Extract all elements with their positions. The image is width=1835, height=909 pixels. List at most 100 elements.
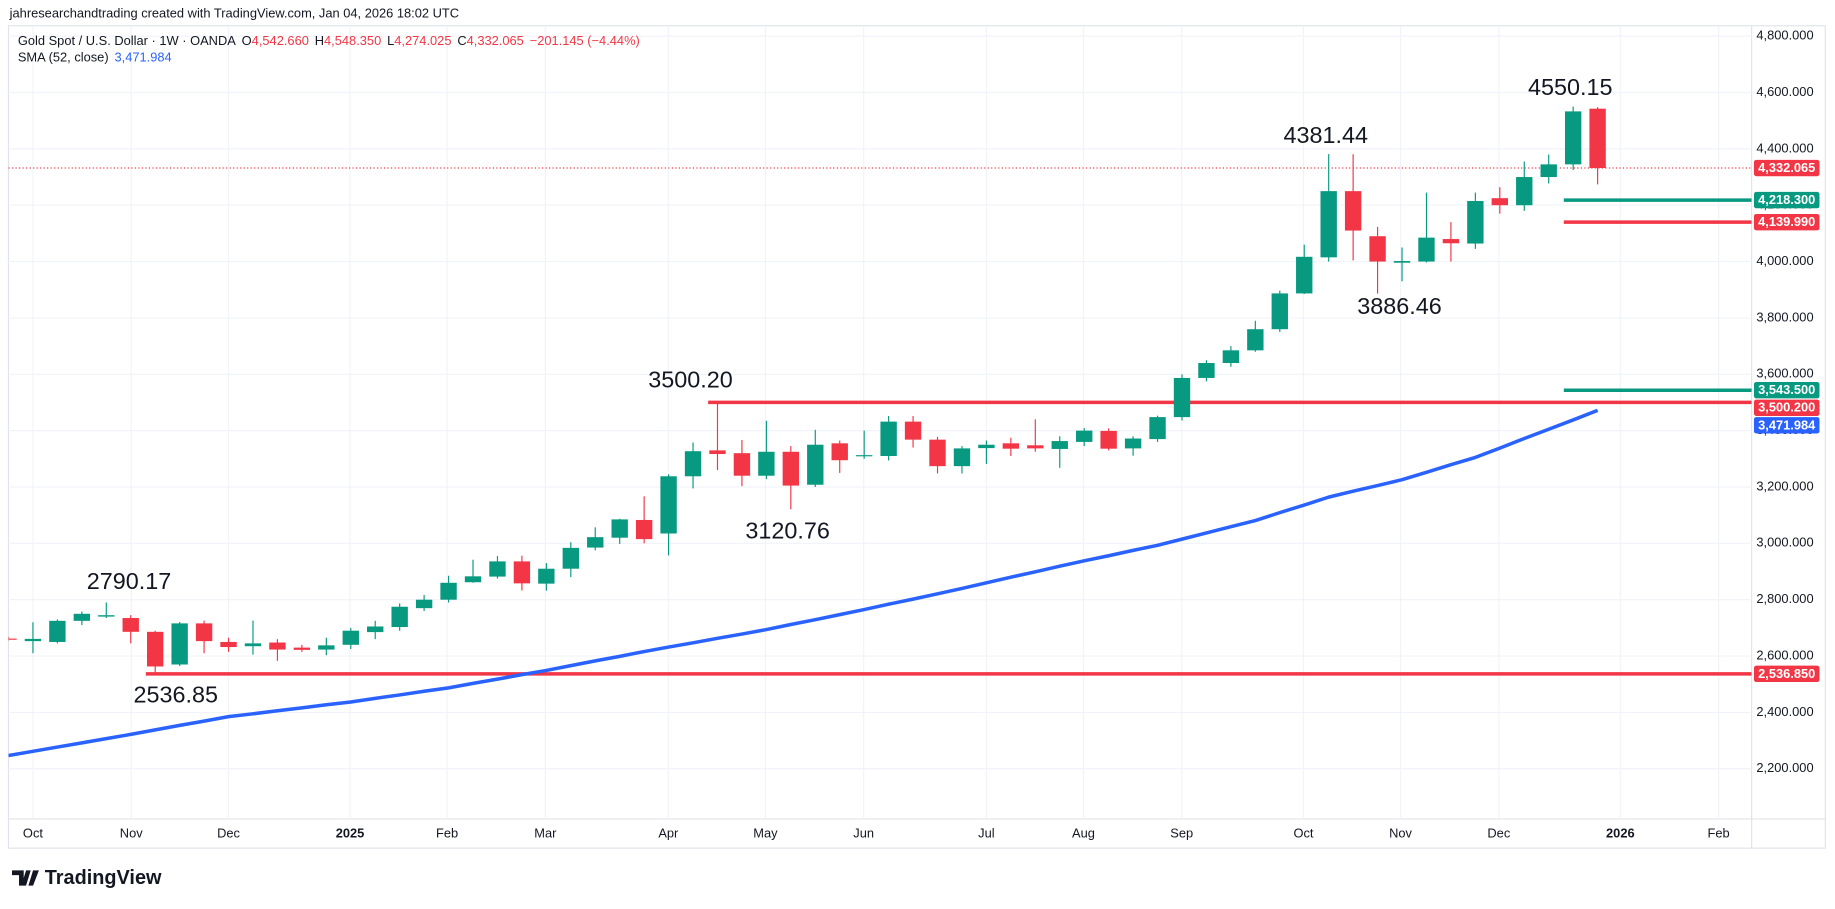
x-tick-label: Oct [1293, 826, 1313, 841]
brand: TradingView [45, 867, 162, 889]
x-tick-label: Oct [23, 826, 43, 841]
sma-line [8, 408, 1599, 758]
price-tag-label: 4,218.300 [1758, 192, 1815, 207]
levels [8, 167, 1752, 676]
legend-change: −201.145 (−4.44%) [530, 34, 640, 49]
price-annotation: 3886.46 [1357, 293, 1442, 319]
x-tick-label: Feb [436, 826, 458, 841]
candle-body [1540, 164, 1557, 178]
candle-body [733, 453, 751, 476]
y-tick-label: 3,200.000 [1756, 478, 1813, 493]
legend-symbol: Gold Spot / U.S. Dollar · 1W · OANDA [18, 34, 236, 49]
candle-body [8, 638, 17, 640]
candle-body [1271, 293, 1288, 330]
candle-body [1027, 445, 1044, 449]
candle-body [318, 645, 335, 650]
candle-body [73, 613, 91, 621]
legend-ohlc-key: O [242, 34, 252, 49]
y-tick-label: 2,800.000 [1756, 591, 1813, 606]
candle-body [709, 450, 726, 455]
candle-body [1198, 363, 1215, 378]
candle-body [1564, 111, 1582, 165]
candle-body [98, 615, 115, 617]
candle-body [1418, 237, 1435, 262]
candle-body [146, 631, 164, 667]
candle-body [1467, 200, 1484, 244]
y-tick-label: 4,000.000 [1756, 253, 1813, 268]
candle-body [660, 476, 677, 534]
x-tick-label: 2025 [336, 826, 365, 841]
x-tick-label: Mar [534, 826, 557, 841]
price-tag [1753, 665, 1820, 683]
candle-body [195, 623, 213, 642]
y-tick-label: 4,800.000 [1756, 28, 1813, 43]
price-tag [1753, 159, 1820, 177]
candle-body [1516, 177, 1533, 206]
x-tick-label: Sep [1170, 826, 1193, 841]
price-annotation: 2536.85 [134, 681, 219, 707]
candle-body [1296, 256, 1313, 294]
price-tag-label: 4,332.065 [1758, 160, 1815, 175]
x-tick-label: Jul [978, 826, 994, 841]
candle-body [562, 547, 579, 569]
candle-body [171, 623, 188, 665]
candle-body [1589, 108, 1606, 169]
candle-body [904, 421, 922, 440]
candle-body [415, 599, 433, 609]
candle-body [831, 443, 848, 461]
y-tick-label: 2,400.000 [1756, 704, 1813, 719]
price-annotation: 4381.44 [1284, 122, 1369, 148]
price-annotation: 4550.15 [1528, 74, 1613, 100]
candle-body [1491, 198, 1509, 206]
candle-body [1320, 191, 1337, 258]
candle-body [684, 451, 702, 477]
candle-body [293, 647, 311, 650]
legend-ohlc-value: 4,274.025 [394, 34, 451, 49]
price-tag [1753, 417, 1820, 434]
price-tags: 4,332.065 4,218.300 4,139.990 3,543.500 3,50… [1753, 159, 1820, 683]
x-tick-label: May [753, 826, 778, 841]
y-tick-label: 3,000.000 [1756, 535, 1813, 550]
price-tag [1753, 191, 1820, 209]
candle-body [1369, 236, 1386, 262]
price-tag [1753, 382, 1820, 399]
candle-body [1076, 430, 1093, 442]
candle-body [1002, 443, 1020, 449]
candle-body [1247, 329, 1264, 351]
x-tick-label: Dec [217, 826, 240, 841]
candle-body [782, 451, 800, 486]
legend-ohlc-key: C [457, 34, 466, 49]
price-tag-label: 4,139.990 [1758, 214, 1815, 229]
candle-body [1051, 441, 1068, 449]
footer-logo: TradingView [12, 867, 162, 889]
legend-ohlc-key: H [315, 34, 324, 49]
candle-body [587, 537, 604, 548]
price-tag-label: 2,536.850 [1758, 666, 1815, 681]
y-tick-label: 3,800.000 [1756, 309, 1813, 324]
candles [8, 106, 1606, 674]
candle-body [855, 455, 873, 457]
legend-ohlc-value: 4,548.350 [324, 34, 381, 49]
candle-body [1100, 430, 1117, 449]
candle-body [1222, 350, 1240, 364]
candle-body [807, 444, 824, 485]
price-annotation: 2790.17 [87, 568, 172, 594]
candle-body [24, 638, 42, 642]
candle-body [1149, 417, 1166, 440]
candle-body [1393, 261, 1411, 263]
candle-body [220, 641, 237, 648]
candle-body [880, 421, 897, 456]
candle-body [929, 439, 946, 467]
candle-body [49, 620, 66, 642]
x-tick-label: Apr [658, 826, 679, 841]
candle-body [269, 642, 286, 650]
candle-body [1124, 438, 1142, 449]
annotations: 2790.17 2536.85 3500.20 3120.76 4381.44 3886.… [87, 74, 1613, 707]
header-text: jahresearchandtrading created with Tradi… [9, 5, 459, 20]
x-tick-label: Nov [1389, 826, 1412, 841]
candle-body [391, 606, 408, 628]
price-annotation: 3120.76 [745, 517, 830, 543]
candle-body [538, 568, 555, 584]
candle-body [611, 519, 628, 538]
